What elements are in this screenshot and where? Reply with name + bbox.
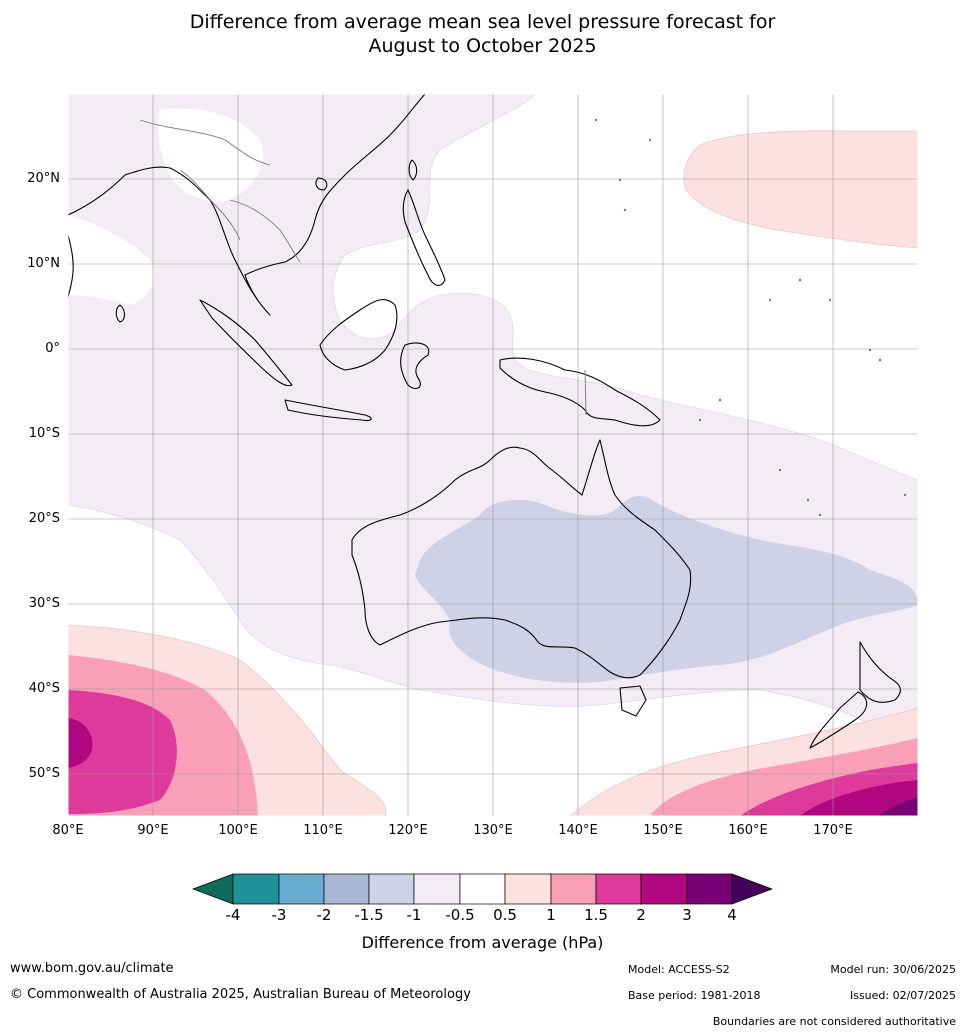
coastline-new-zealand-south (809, 691, 868, 749)
colorbar-title: Difference from average (hPa) (361, 933, 604, 952)
coastline-tasmania (619, 685, 647, 717)
contour-sw-positive-15 (68, 690, 177, 814)
coastline-taiwan (408, 159, 418, 181)
footer-base-period: Base period: 1981-2018 (628, 989, 761, 1002)
colorbar (192, 873, 773, 905)
colorbar-segment (413, 873, 461, 905)
coastline-asia-mainland (68, 94, 426, 316)
contour-white-hole (158, 108, 263, 202)
colorbar-tick-label: 2 (636, 906, 646, 924)
title-line-1: Difference from average mean sea level p… (189, 11, 776, 33)
coastline-sumatra (199, 299, 293, 387)
lon-label: 130°E (473, 823, 513, 838)
lon-label: 110°E (303, 823, 343, 838)
lat-label: 10°S (28, 426, 60, 441)
colorbar-tick-label: -3 (271, 906, 287, 924)
footer-model: Model: ACCESS-S2 (628, 963, 730, 976)
colorbar-tick-label: 1 (546, 906, 556, 924)
lon-label: 160°E (728, 823, 768, 838)
lon-label: 100°E (218, 823, 258, 838)
colorbar-tick-label: 1.5 (584, 906, 608, 924)
coastlines (68, 94, 901, 749)
colorbar-extend-low (192, 873, 234, 905)
small-islands (594, 118, 907, 517)
lat-label: 30°S (28, 596, 60, 611)
colorbar-extend-high (731, 873, 773, 905)
coastline-australia (351, 439, 692, 679)
lon-label: 80°E (52, 823, 84, 838)
footer-model-run: Model run: 30/06/2025 (830, 963, 956, 976)
lon-label: 140°E (558, 823, 598, 838)
lat-label: 20°N (27, 171, 60, 186)
colorbar-segment (686, 873, 733, 905)
colorbar-tick-label: -0.5 (445, 906, 475, 924)
lat-label: 50°S (28, 766, 60, 781)
map-canvas (68, 94, 918, 816)
coastline-sulawesi (400, 342, 430, 390)
colorbar-segment (550, 873, 597, 905)
contour-se-positive-2 (800, 780, 918, 816)
colorbar-segment (278, 873, 325, 905)
lat-label: 10°N (27, 256, 60, 271)
gridlines (68, 94, 918, 816)
colorbar-segment (640, 873, 688, 905)
colorbar-segment (595, 873, 642, 905)
lat-label: 40°S (28, 681, 60, 696)
footer-issued: Issued: 02/07/2025 (849, 989, 956, 1002)
lat-label: 0° (45, 341, 60, 356)
country-boundaries (139, 119, 587, 416)
colorbar-tick-label: -1.5 (354, 906, 384, 924)
coastline-sri-lanka (115, 304, 126, 323)
colorbar-segment (504, 873, 552, 905)
coastline-philippines (402, 189, 446, 286)
colorbar-tick-label: 4 (727, 906, 737, 924)
contour-se-positive-3 (878, 798, 918, 816)
lat-label: 20°S (28, 511, 60, 526)
colorbar-tick-label: -4 (225, 906, 241, 924)
contour-white-sea (68, 215, 154, 305)
lon-label: 90°E (137, 823, 169, 838)
contour-australia-negative (415, 495, 918, 683)
contour-pacific-positive (683, 130, 918, 249)
coastline-borneo (319, 299, 398, 371)
colorbar-tick-label: 0.5 (493, 906, 517, 924)
lon-label: 150°E (643, 823, 683, 838)
map-title: Difference from average mean sea level p… (0, 10, 965, 58)
coastline-java (284, 399, 372, 422)
colorbar-tick-label: -1 (406, 906, 422, 924)
colorbar-segment (323, 873, 370, 905)
footer-disclaimer: Boundaries are not considered authoritat… (712, 1015, 956, 1028)
lon-label: 120°E (388, 823, 428, 838)
colorbar-tick-label: 3 (682, 906, 692, 924)
colorbar-segment (232, 873, 280, 905)
colorbar-tick-label: -2 (316, 906, 332, 924)
footer-website[interactable]: www.bom.gov.au/climate (10, 961, 174, 976)
coastline-new-zealand-north (859, 641, 901, 703)
title-line-2: August to October 2025 (368, 35, 597, 57)
lon-label: 170°E (813, 823, 853, 838)
coastline-hainan (315, 177, 328, 191)
colorbar-segment (368, 873, 415, 905)
coastline-new-guinea (499, 357, 661, 427)
footer-copyright: © Commonwealth of Australia 2025, Austra… (10, 987, 471, 1002)
contour-sw-positive-2 (68, 718, 93, 768)
colorbar-segment (459, 873, 506, 905)
